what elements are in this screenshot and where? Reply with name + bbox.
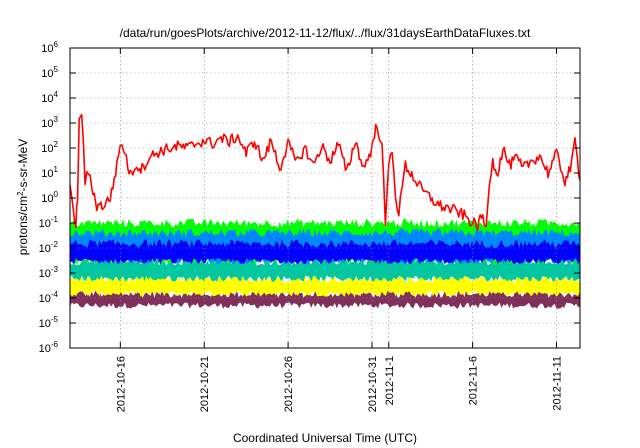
y-tick-label-1: 10-5 xyxy=(39,315,59,330)
y-axis-label: protons/cm2-s-sr-MeV xyxy=(16,139,30,255)
x-tick-label-0: 2012-10-16 xyxy=(115,356,127,412)
y-tick-label-11: 105 xyxy=(41,65,58,80)
x-tick-label-4: 2012-11-1 xyxy=(384,356,396,405)
series-layer xyxy=(69,113,581,309)
y-tick-label-7: 101 xyxy=(41,165,58,180)
y-tick-label-5: 10-1 xyxy=(39,215,59,230)
x-tick-label-2: 2012-10-26 xyxy=(283,356,295,412)
chart-title: /data/run/goesPlots/archive/2012-11-12/f… xyxy=(120,26,531,40)
plot-border xyxy=(69,47,581,349)
y-tick-label-12: 106 xyxy=(41,40,58,55)
y-tick-label-0: 10-6 xyxy=(39,340,59,355)
x-tick-label-3: 2012-10-31 xyxy=(367,356,379,412)
y-tick-label-3: 10-3 xyxy=(39,265,59,280)
x-tick-label-6: 2012-11-11 xyxy=(552,356,564,411)
tick-layer: 10-6 10-5 10-4 10-3 10-2 10-1 100 101 102 103 104 1… xyxy=(39,40,580,412)
x-axis-label: Coordinated Universal Time (UTC) xyxy=(233,431,417,445)
y-tick-label-9: 103 xyxy=(41,115,58,130)
series-line-6 xyxy=(69,113,581,232)
y-axis-label-superscript: 2 xyxy=(16,191,25,196)
y-tick-label-6: 100 xyxy=(41,190,58,205)
series-band-1 xyxy=(70,274,580,297)
series-band-5 xyxy=(70,239,580,265)
x-tick-label-5: 2012-11-6 xyxy=(468,356,480,405)
y-tick-label-4: 10-2 xyxy=(39,240,59,255)
y-tick-label-10: 104 xyxy=(41,90,58,105)
y-tick-label-8: 102 xyxy=(41,140,58,155)
y-tick-label-2: 10-4 xyxy=(39,290,59,305)
x-tick-label-1: 2012-10-21 xyxy=(199,356,211,412)
